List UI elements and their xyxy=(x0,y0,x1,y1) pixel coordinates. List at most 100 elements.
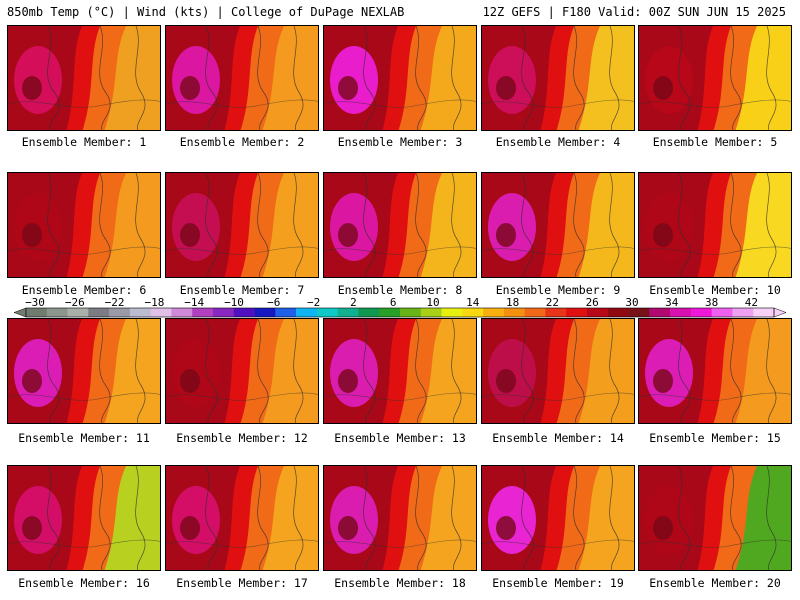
ensemble-member-label: Ensemble Member: 20 xyxy=(649,576,781,590)
ensemble-member-label: Ensemble Member: 17 xyxy=(176,576,308,590)
ensemble-member-map xyxy=(165,25,319,131)
colorbar-swatch xyxy=(587,308,609,317)
ensemble-member-label: Ensemble Member: 9 xyxy=(495,283,621,297)
colorbar-tick-label: 6 xyxy=(390,298,397,309)
colorbar-tick-label: 34 xyxy=(665,298,679,309)
colorbar-swatch xyxy=(607,308,629,317)
colorbar-swatch xyxy=(233,308,255,317)
ensemble-member-map xyxy=(7,25,161,131)
colorbar-tick-label: 18 xyxy=(506,298,519,309)
colorbar-swatch xyxy=(503,308,525,317)
colorbar-swatch xyxy=(150,308,172,317)
colorbar-swatch xyxy=(400,308,422,317)
ensemble-member-label: Ensemble Member: 14 xyxy=(492,431,624,445)
temperature-colorbar: −30 −26 −22 −18 −14 −10 −6 −2 2 6 10 14 18 22 26 30 34 38… xyxy=(13,298,787,318)
ensemble-member-label: Ensemble Member: 15 xyxy=(649,431,781,445)
colorbar-tick-label: −14 xyxy=(184,298,204,309)
ensemble-member-label: Ensemble Member: 11 xyxy=(18,431,150,445)
ensemble-member-label: Ensemble Member: 2 xyxy=(179,135,305,149)
colorbar-tick-label: −10 xyxy=(224,298,244,309)
colorbar-swatch xyxy=(296,308,318,317)
colorbar-swatch xyxy=(566,308,588,317)
ensemble-member-label: Ensemble Member: 7 xyxy=(179,283,305,297)
ensemble-member-map xyxy=(323,172,477,278)
ensemble-member-map xyxy=(323,465,477,571)
colorbar-tick-label: −18 xyxy=(144,298,164,309)
ensemble-member-map xyxy=(165,465,319,571)
colorbar-swatch xyxy=(109,308,131,317)
colorbar-swatch xyxy=(690,308,712,317)
colorbar-swatch xyxy=(88,308,110,317)
colorbar-tick-label: −22 xyxy=(105,298,125,309)
ensemble-member-map xyxy=(638,465,792,571)
colorbar-swatch xyxy=(441,308,463,317)
ensemble-member-map xyxy=(7,465,161,571)
colorbar-swatch xyxy=(649,308,671,317)
ensemble-member-map xyxy=(638,172,792,278)
ensemble-member-label: Ensemble Member: 19 xyxy=(492,576,624,590)
ensemble-member-map xyxy=(165,318,319,424)
ensemble-member-map xyxy=(7,318,161,424)
colorbar-tick-label: −26 xyxy=(65,298,85,309)
ensemble-member-label: Ensemble Member: 10 xyxy=(649,283,781,297)
map-title: 850mb Temp (°C) | Wind (kts) | College o… xyxy=(7,5,405,19)
colorbar-swatch xyxy=(192,308,214,317)
colorbar-swatch xyxy=(483,308,505,317)
colorbar-swatch xyxy=(524,308,546,317)
colorbar-swatch xyxy=(316,308,338,317)
colorbar-tick-label: 14 xyxy=(466,298,480,309)
ensemble-member-label: Ensemble Member: 18 xyxy=(334,576,466,590)
colorbar-swatch xyxy=(46,308,68,317)
colorbar-tick-label: 26 xyxy=(586,298,599,309)
ensemble-member-label: Ensemble Member: 13 xyxy=(334,431,466,445)
colorbar-tick-label: −2 xyxy=(307,298,320,309)
colorbar-min-arrow xyxy=(13,307,27,318)
colorbar-tick-label: 2 xyxy=(350,298,357,309)
ensemble-member-label: Ensemble Member: 1 xyxy=(21,135,147,149)
ensemble-member-map xyxy=(323,25,477,131)
colorbar-swatch xyxy=(379,308,401,317)
colorbar-swatch xyxy=(628,308,650,317)
ensemble-member-label: Ensemble Member: 3 xyxy=(337,135,463,149)
colorbar-swatch xyxy=(670,308,692,317)
colorbar-swatch xyxy=(711,308,733,317)
colorbar-swatch xyxy=(275,308,297,317)
ensemble-member-label: Ensemble Member: 12 xyxy=(176,431,308,445)
ensemble-member-label: Ensemble Member: 4 xyxy=(495,135,621,149)
colorbar-swatch xyxy=(254,308,276,317)
ensemble-member-map xyxy=(481,465,635,571)
ensemble-member-map xyxy=(638,318,792,424)
ensemble-member-label: Ensemble Member: 8 xyxy=(337,283,463,297)
colorbar-tick-label: 10 xyxy=(426,298,439,309)
colorbar-tick-label: 42 xyxy=(745,298,758,309)
colorbar-swatch xyxy=(67,308,89,317)
colorbar-swatch xyxy=(171,308,193,317)
ensemble-member-map xyxy=(481,172,635,278)
colorbar-tick-label: 30 xyxy=(625,298,638,309)
colorbar-swatch xyxy=(358,308,380,317)
ensemble-member-label: Ensemble Member: 5 xyxy=(652,135,778,149)
ensemble-member-map xyxy=(481,25,635,131)
run-info: 12Z GEFS | F180 Valid: 00Z SUN JUN 15 20… xyxy=(482,5,786,19)
colorbar-tick-label: 22 xyxy=(546,298,559,309)
ensemble-member-map xyxy=(638,25,792,131)
colorbar-swatch xyxy=(213,308,235,317)
colorbar-tick-label: −30 xyxy=(25,298,45,309)
colorbar-swatch xyxy=(753,308,775,317)
colorbar-swatch xyxy=(129,308,151,317)
colorbar-tick-label: −6 xyxy=(267,298,280,309)
ensemble-member-map xyxy=(7,172,161,278)
colorbar-tick-label: 38 xyxy=(705,298,718,309)
colorbar-swatch xyxy=(420,308,442,317)
ensemble-member-label: Ensemble Member: 16 xyxy=(18,576,150,590)
colorbar-swatch xyxy=(26,308,48,317)
ensemble-member-map xyxy=(165,172,319,278)
colorbar-max-arrow xyxy=(773,307,787,318)
colorbar-swatch xyxy=(545,308,567,317)
colorbar-swatch xyxy=(462,308,484,317)
ensemble-member-map xyxy=(481,318,635,424)
ensemble-member-label: Ensemble Member: 6 xyxy=(21,283,147,297)
colorbar-swatch xyxy=(732,308,754,317)
ensemble-member-map xyxy=(323,318,477,424)
colorbar-swatch xyxy=(337,308,359,317)
